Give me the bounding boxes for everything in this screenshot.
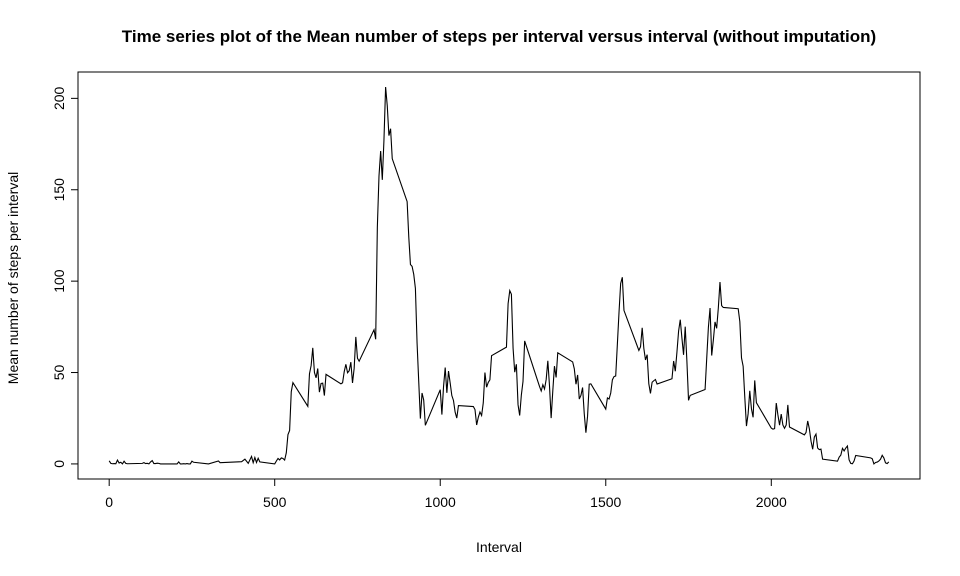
x-axis-label: Interval xyxy=(476,539,522,555)
x-tick-label: 0 xyxy=(105,494,113,510)
x-tick-label: 1000 xyxy=(425,494,456,510)
y-tick-label: 100 xyxy=(51,269,67,293)
x-tick-label: 500 xyxy=(263,494,287,510)
y-tick-label: 200 xyxy=(51,86,67,110)
plot-frame xyxy=(77,71,921,480)
x-tick-label: 2000 xyxy=(756,494,787,510)
chart-title: Time series plot of the Mean number of s… xyxy=(122,27,876,46)
series-line xyxy=(108,86,890,465)
y-tick-label: 0 xyxy=(51,460,67,468)
y-tick-label: 150 xyxy=(51,178,67,202)
x-tick-label: 1500 xyxy=(590,494,621,510)
y-tick-label: 50 xyxy=(51,365,67,381)
y-axis-label: Mean number of steps per interval xyxy=(5,172,21,384)
